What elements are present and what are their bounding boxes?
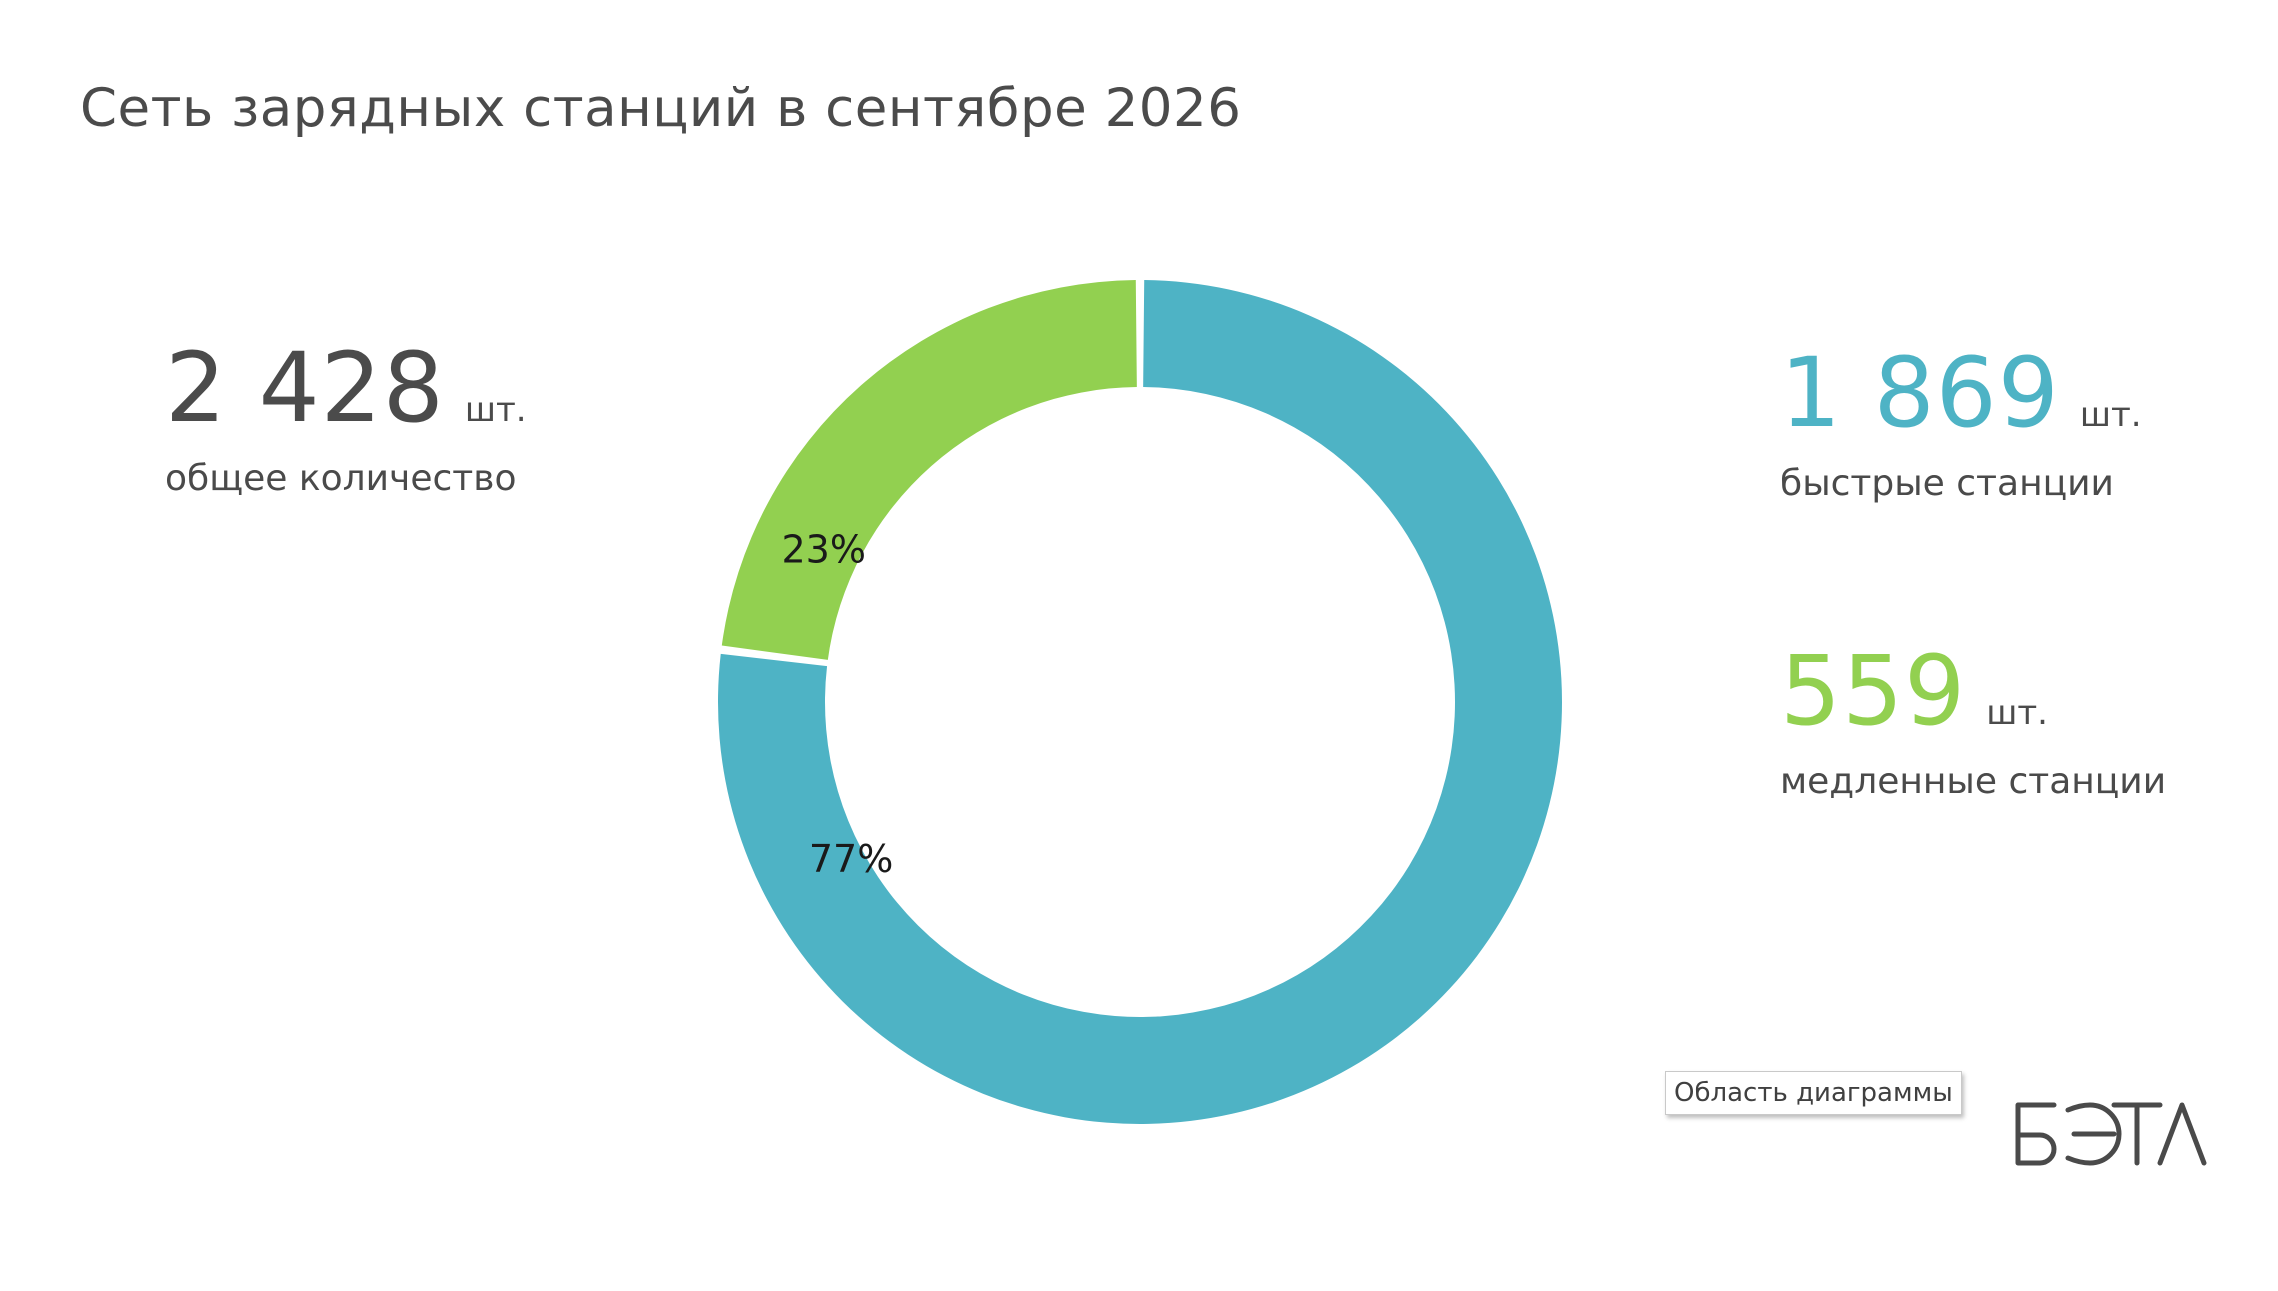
fast-unit: шт. xyxy=(2079,395,2142,435)
chart-title: Сеть зарядных станций в сентябре 2026 xyxy=(80,78,1242,139)
total-value: 2 428 xyxy=(165,332,445,444)
fast-label: быстрые станции xyxy=(1780,463,2114,504)
chart-area-tooltip: Область диаграммы xyxy=(1665,1071,1962,1115)
total-unit: шт. xyxy=(464,390,527,430)
fast-value: 1 869 xyxy=(1780,337,2060,449)
beta-logo xyxy=(2015,1102,2207,1166)
total-stat: 2 428 шт. общее количество xyxy=(165,340,527,499)
donut-slice-slow[interactable] xyxy=(721,280,1137,660)
slow-stat: 559 шт. медленные станции xyxy=(1780,643,2166,802)
slow-unit: шт. xyxy=(1986,693,2048,733)
slow-label: медленные станции xyxy=(1780,761,2167,802)
fast-stat: 1 869 шт. быстрые станции xyxy=(1780,345,2142,504)
slow-value: 559 xyxy=(1780,635,1967,747)
data-label-fast: 77% xyxy=(809,837,893,881)
data-label-slow: 23% xyxy=(781,528,865,572)
total-label: общее количество xyxy=(165,458,517,499)
